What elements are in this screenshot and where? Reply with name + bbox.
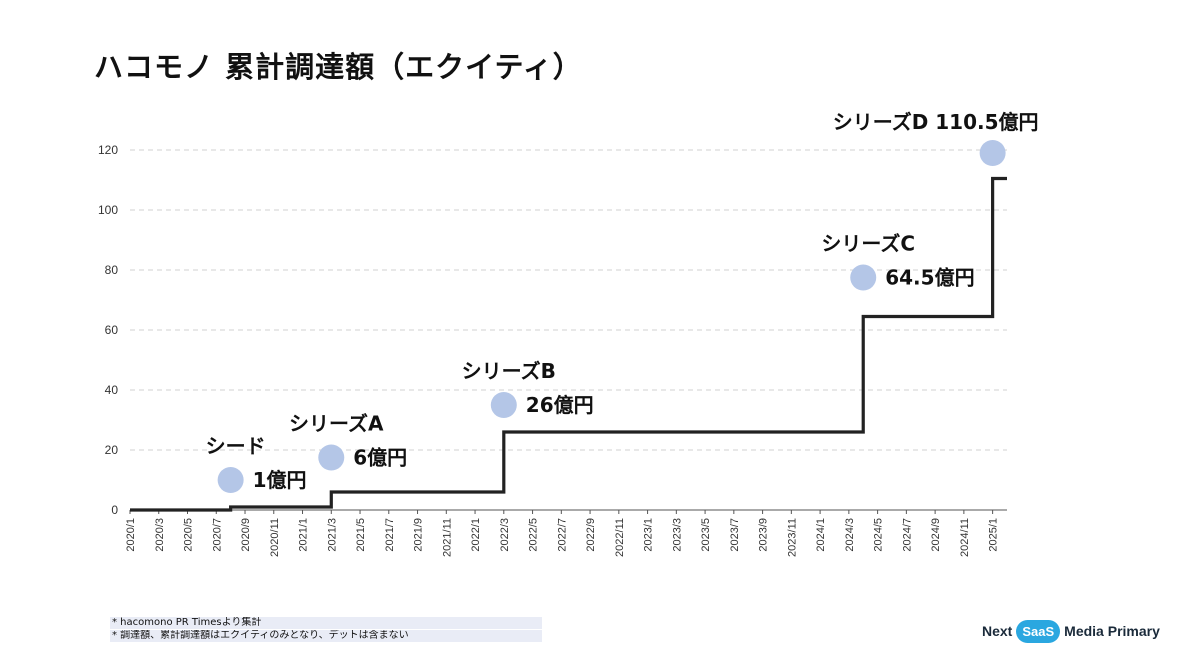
amount-label: 6億円: [353, 446, 407, 470]
round-label: シリーズB: [462, 359, 556, 383]
x-tick-label: 2021/7: [384, 518, 396, 552]
series-layer: [130, 176, 1007, 512]
x-tick-label: 2021/9: [413, 518, 425, 552]
x-tick-label: 2022/11: [614, 518, 626, 557]
footnote-scope: * 調達額、累計調達額はエクイティのみとなり、デットは含まない: [110, 630, 542, 642]
x-tick-label: 2024/3: [844, 518, 856, 552]
round-marker: [979, 140, 1006, 166]
x-tick-label: 2021/1: [298, 518, 310, 552]
x-tick-label: 2022/3: [499, 518, 511, 552]
x-tick-label: 2021/5: [355, 518, 367, 552]
x-tick-label: 2020/1: [125, 518, 137, 552]
round-marker: [217, 467, 244, 493]
y-tick-label: 120: [98, 143, 118, 157]
amount-label: 1億円: [253, 468, 307, 492]
amount-label: 64.5億円: [885, 266, 974, 290]
axes: 0 20 40 60 80 100 120 2020/1 2020/3 2020/5 2020/7 2…: [98, 143, 1007, 557]
footnotes: * hacomono PR Timesより集計 * 調達額、累計調達額はエクイテ…: [110, 617, 542, 643]
y-tick-label: 80: [105, 263, 119, 277]
x-tick-label: 2024/7: [901, 518, 913, 552]
chart-title: ハコモノ 累計調達額（エクイティ）: [94, 50, 583, 84]
brand-logo: Next SaaS Media Primary: [982, 617, 1160, 645]
x-tick-label: 2021/11: [441, 518, 453, 557]
annotations: シード 1億円 シリーズA 6億円 シリーズB 26億円 シリーズC 64.5億円 シリーズD …: [206, 110, 1039, 493]
x-tick-label: 2020/11: [269, 518, 281, 557]
y-tick-label: 100: [98, 203, 118, 217]
x-tick-label: 2023/11: [786, 518, 798, 557]
round-marker: [318, 444, 345, 471]
round-label: シード: [206, 434, 266, 458]
brand-right: Media Primary: [1064, 623, 1160, 639]
round-label: シリーズC: [821, 232, 915, 256]
footnote-source: * hacomono PR Timesより集計: [110, 617, 542, 629]
x-tick-label: 2023/9: [758, 518, 770, 552]
x-tick-label: 2022/7: [556, 518, 568, 552]
x-tick-label: 2021/3: [326, 518, 338, 552]
round-label: シリーズA: [289, 412, 384, 436]
x-tick-label: 2023/3: [671, 518, 683, 552]
x-tick-label: 2024/11: [959, 518, 971, 557]
x-tick-label: 2025/1: [988, 518, 1000, 552]
x-tick-label: 2020/5: [183, 518, 195, 552]
brand-badge: SaaS: [1016, 619, 1061, 643]
x-tick-label: 2023/1: [643, 518, 655, 552]
x-tick-label: 2022/1: [470, 518, 482, 552]
y-tick-label: 20: [105, 443, 119, 457]
x-tick-label: 2023/7: [729, 518, 741, 552]
x-tick-label: 2023/5: [700, 518, 712, 552]
x-tick-label: 2024/9: [930, 518, 942, 552]
y-tick-label: 60: [105, 323, 119, 337]
x-tick-label: 2022/5: [528, 518, 540, 552]
amount-label: 26億円: [526, 393, 594, 417]
funding-step-chart: 0 20 40 60 80 100 120 2020/1 2020/3 2020/5 2020/7 2…: [98, 110, 1039, 557]
y-tick-label: 40: [105, 383, 119, 397]
x-tick-label: 2022/9: [585, 518, 597, 552]
x-tick-label: 2024/1: [815, 518, 827, 552]
x-tick-label: 2020/9: [240, 518, 252, 552]
brand-left: Next: [982, 623, 1013, 639]
round-marker: [850, 264, 877, 291]
y-tick-label: 0: [111, 503, 118, 517]
x-tick-label: 2024/5: [873, 518, 885, 552]
x-tick-label: 2020/3: [154, 518, 166, 552]
round-marker: [490, 392, 517, 418]
x-tick-label: 2020/7: [211, 518, 223, 552]
step-series-line: [130, 176, 1007, 512]
round-label: シリーズD 110.5億円: [833, 110, 1039, 134]
